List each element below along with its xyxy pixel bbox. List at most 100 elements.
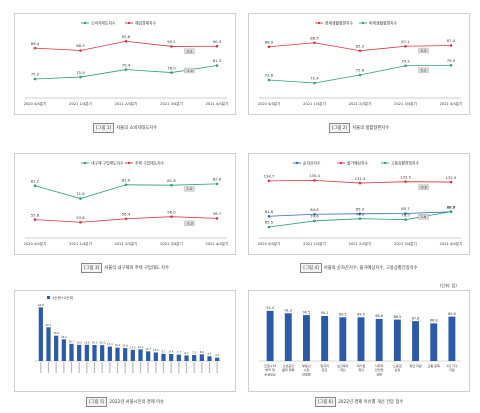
bar xyxy=(321,315,329,361)
data-label: 90.2 xyxy=(167,39,176,44)
bar-value-label: 7.7 xyxy=(177,350,181,354)
data-label: 87.1 xyxy=(401,39,410,44)
figure-number: [그림 1] xyxy=(92,123,115,133)
bar-value-label: 11.7 xyxy=(145,347,151,351)
data-label: 88.5 xyxy=(310,35,319,40)
data-label: 90.3 xyxy=(213,39,222,44)
legend-marker xyxy=(83,161,87,165)
bar-value-label: 19.5 xyxy=(76,340,82,344)
bar-value-label: 7.3 xyxy=(192,350,196,354)
caption-text: 2022년 경제 이슈별 개선 전망 점수 xyxy=(338,400,404,405)
change-box xyxy=(418,213,429,220)
x-tick-label: 노동권 xyxy=(393,363,402,368)
legend-label: 소비자태도지수 xyxy=(91,20,116,25)
bar-value-label: 5.7 xyxy=(207,352,211,356)
x-tick-label: 일자리 xyxy=(320,363,329,368)
legend-marker xyxy=(83,21,87,25)
bar xyxy=(266,310,274,361)
x-tick-label: 2020 4/4분기 xyxy=(24,101,47,106)
data-point xyxy=(170,71,173,74)
x-tick-label: 대기질 xyxy=(357,363,366,368)
legend-label: 내구재 구입태도지수 xyxy=(91,160,124,165)
legend-label: 고용상황전망지수 xyxy=(391,160,419,165)
bar xyxy=(448,316,456,361)
x-tick-label: 2021 4/4분기 xyxy=(206,101,229,106)
data-label: 78.0 xyxy=(356,211,365,216)
data-point xyxy=(313,41,316,45)
bar xyxy=(176,354,181,361)
bar xyxy=(123,348,128,361)
data-point xyxy=(404,218,407,221)
data-label: 85.3 xyxy=(356,207,365,212)
data-label: 85.7 xyxy=(401,206,410,211)
data-point xyxy=(170,45,173,48)
x-tick-label: 2021 2/4분기 xyxy=(349,101,372,106)
bar-value-label: 64.8 xyxy=(38,303,44,307)
data-label: 133.5 xyxy=(400,174,411,179)
x-tick-label: 교통 문제 xyxy=(428,363,441,368)
data-point xyxy=(79,197,82,200)
bar-value-label: 8.4 xyxy=(169,350,173,354)
bar-value-label: 15.6 xyxy=(122,344,128,348)
data-label: 56.7 xyxy=(213,211,222,216)
data-point xyxy=(313,219,316,223)
chart-box-5: 1순위+2순위 64.8 40.7 30.6 26.2 20.7 19.5 19.6 19.3 1… xyxy=(14,290,236,392)
figure-number: [그림 2] xyxy=(328,123,351,133)
bar xyxy=(107,346,112,361)
x-tick-label: 2021 4/4분기 xyxy=(206,241,229,246)
data-point xyxy=(358,217,362,220)
x-tick-label: 2021 2/4분기 xyxy=(115,241,138,246)
data-label: 131.4 xyxy=(355,176,366,181)
bar xyxy=(207,356,212,361)
data-point xyxy=(449,44,453,47)
bar-value-label: 89.5 xyxy=(357,313,365,317)
data-label: 88.6 xyxy=(447,204,456,209)
bar xyxy=(77,344,82,361)
x-tick-label: 청년 지원 xyxy=(409,363,422,368)
bar xyxy=(393,319,401,361)
data-point xyxy=(79,75,82,79)
x-tick-label: 방역 및 xyxy=(265,367,275,372)
unit-label: (단위: 점) xyxy=(440,283,457,288)
bar xyxy=(375,318,383,361)
data-label: 74.6 xyxy=(310,214,319,219)
chart-box-4: 순자산지수 물가예상지수 고용상황전망지수 2020 4/4분기 2021 1/4분기 2… xyxy=(248,153,470,255)
data-label: 71.6 xyxy=(76,191,85,196)
change-label: 3.3 xyxy=(187,50,192,54)
data-label: 81.3 xyxy=(213,58,222,63)
bar-value-label: 89.5 xyxy=(339,313,347,317)
data-point xyxy=(449,180,453,184)
bar xyxy=(199,354,204,361)
legend-label: 체감경제지수 xyxy=(135,20,156,25)
data-label: 88.3 xyxy=(76,43,85,48)
x-tick-label: 2021 1/4분기 xyxy=(69,101,92,106)
data-point xyxy=(33,218,37,221)
legend-marker xyxy=(295,161,299,165)
data-point xyxy=(404,44,407,48)
x-tick-label: 시장 xyxy=(304,367,310,372)
data-point xyxy=(313,81,316,85)
chart-box-2: 현재생활형편지수 미래생활형편지수 2020 4/4분기 2021 1/4분기 2021… xyxy=(248,13,470,115)
data-label: 84.6 xyxy=(310,207,319,212)
data-label: 76.5 xyxy=(401,212,410,217)
x-tick-label: 코로나19 xyxy=(264,363,277,368)
bar-value-label: 26.2 xyxy=(61,335,67,339)
data-label: 88.3 xyxy=(447,205,456,210)
data-label: 134.7 xyxy=(264,174,275,179)
bar xyxy=(412,321,419,361)
bar xyxy=(69,343,74,361)
change-label: 1.0 xyxy=(187,187,192,191)
data-label: 72.4 xyxy=(310,76,319,81)
change-label: 2.6 xyxy=(421,215,426,219)
data-label: 79.4 xyxy=(122,62,131,67)
data-label: 75.0 xyxy=(31,72,40,77)
bar xyxy=(215,357,220,361)
figure-caption-6: [그림 6] 2022년 경제 이슈별 개선 전망 점수 xyxy=(248,397,470,407)
caption-text: 서울의 내구재와 주택 구입태도 지수 xyxy=(104,266,170,271)
bar xyxy=(54,335,59,361)
chart-box-1: 소비자태도지수 체감경제지수 2020 4/4분기 2021 1/4분기 2021 2/… xyxy=(14,13,236,115)
bar-value-label: 92.4 xyxy=(266,306,274,310)
change-box xyxy=(184,186,195,192)
data-label: 73.6 xyxy=(265,73,274,78)
data-point xyxy=(404,64,407,68)
